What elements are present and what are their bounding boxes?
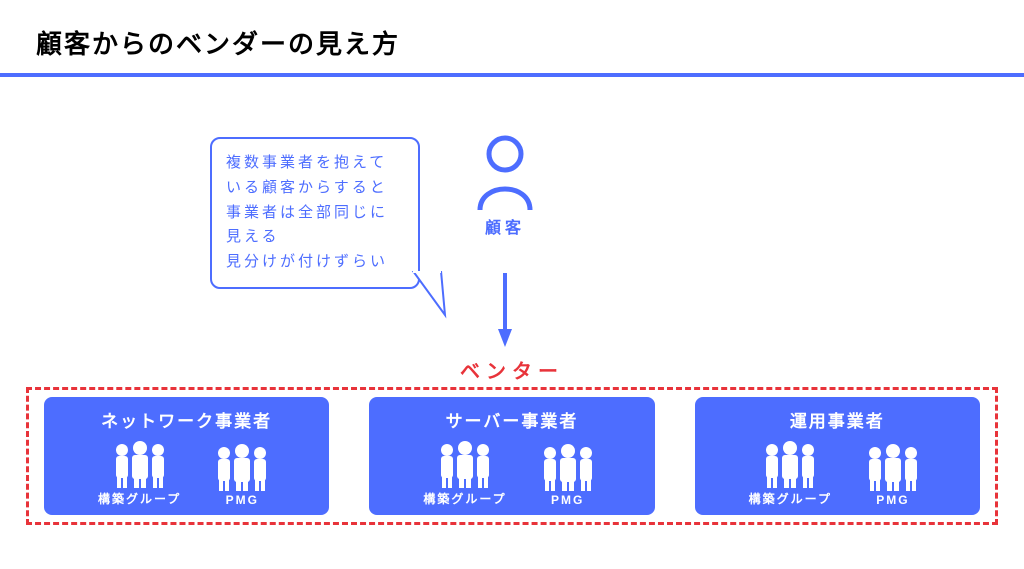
speech-bubble-text: 複数事業者を抱えている顧客からすると事業者は全部同じに見える見分けが付けずらい [226,154,388,270]
people-group-icon [860,443,926,491]
vendor-group-label: 構築グループ [423,490,506,507]
vendor-group-label: 構築グループ [749,490,832,507]
vendor-group: 構築グループ [98,440,181,507]
person-icon [465,132,545,212]
vendor-card-title: サーバー事業者 [377,407,646,432]
people-group-icon [432,440,498,488]
vendor-section-label: ベンター [0,355,1024,384]
vendor-group: PMG [535,443,601,507]
vendor-groups: 構築グループ PMG [377,436,646,507]
page-title: 顧客からのベンダーの見え方 [0,0,1024,73]
vendor-card: 運用事業者 構築グループ PMG [695,397,980,515]
vendor-group-label: PMG [226,493,259,507]
vendor-groups: 構築グループ PMG [703,436,972,507]
speech-bubble: 複数事業者を抱えている顧客からすると事業者は全部同じに見える見分けが付けずらい [210,137,420,289]
vendor-group-label: PMG [876,493,909,507]
vendor-card-title: ネットワーク事業者 [52,407,321,432]
vendor-group: 構築グループ [423,440,506,507]
customer-block: 顧客 [465,132,545,238]
diagram-stage: 複数事業者を抱えている顧客からすると事業者は全部同じに見える見分けが付けずらい … [0,77,1024,547]
people-group-icon [757,440,823,488]
vendor-row: ネットワーク事業者 構築グループ PMG サーバー事業者 [44,397,980,515]
vendor-group: 構築グループ [749,440,832,507]
vendor-group-label: PMG [551,493,584,507]
customer-label: 顧客 [465,214,545,238]
vendor-groups: 構築グループ PMG [52,436,321,507]
vendor-card: サーバー事業者 構築グループ PMG [369,397,654,515]
vendor-card-title: 運用事業者 [703,407,972,432]
vendor-group: PMG [860,443,926,507]
vendor-card: ネットワーク事業者 構築グループ PMG [44,397,329,515]
down-arrow-icon [498,273,512,347]
people-group-icon [535,443,601,491]
vendor-group-label: 構築グループ [98,490,181,507]
people-group-icon [107,440,173,488]
vendor-group: PMG [209,443,275,507]
people-group-icon [209,443,275,491]
